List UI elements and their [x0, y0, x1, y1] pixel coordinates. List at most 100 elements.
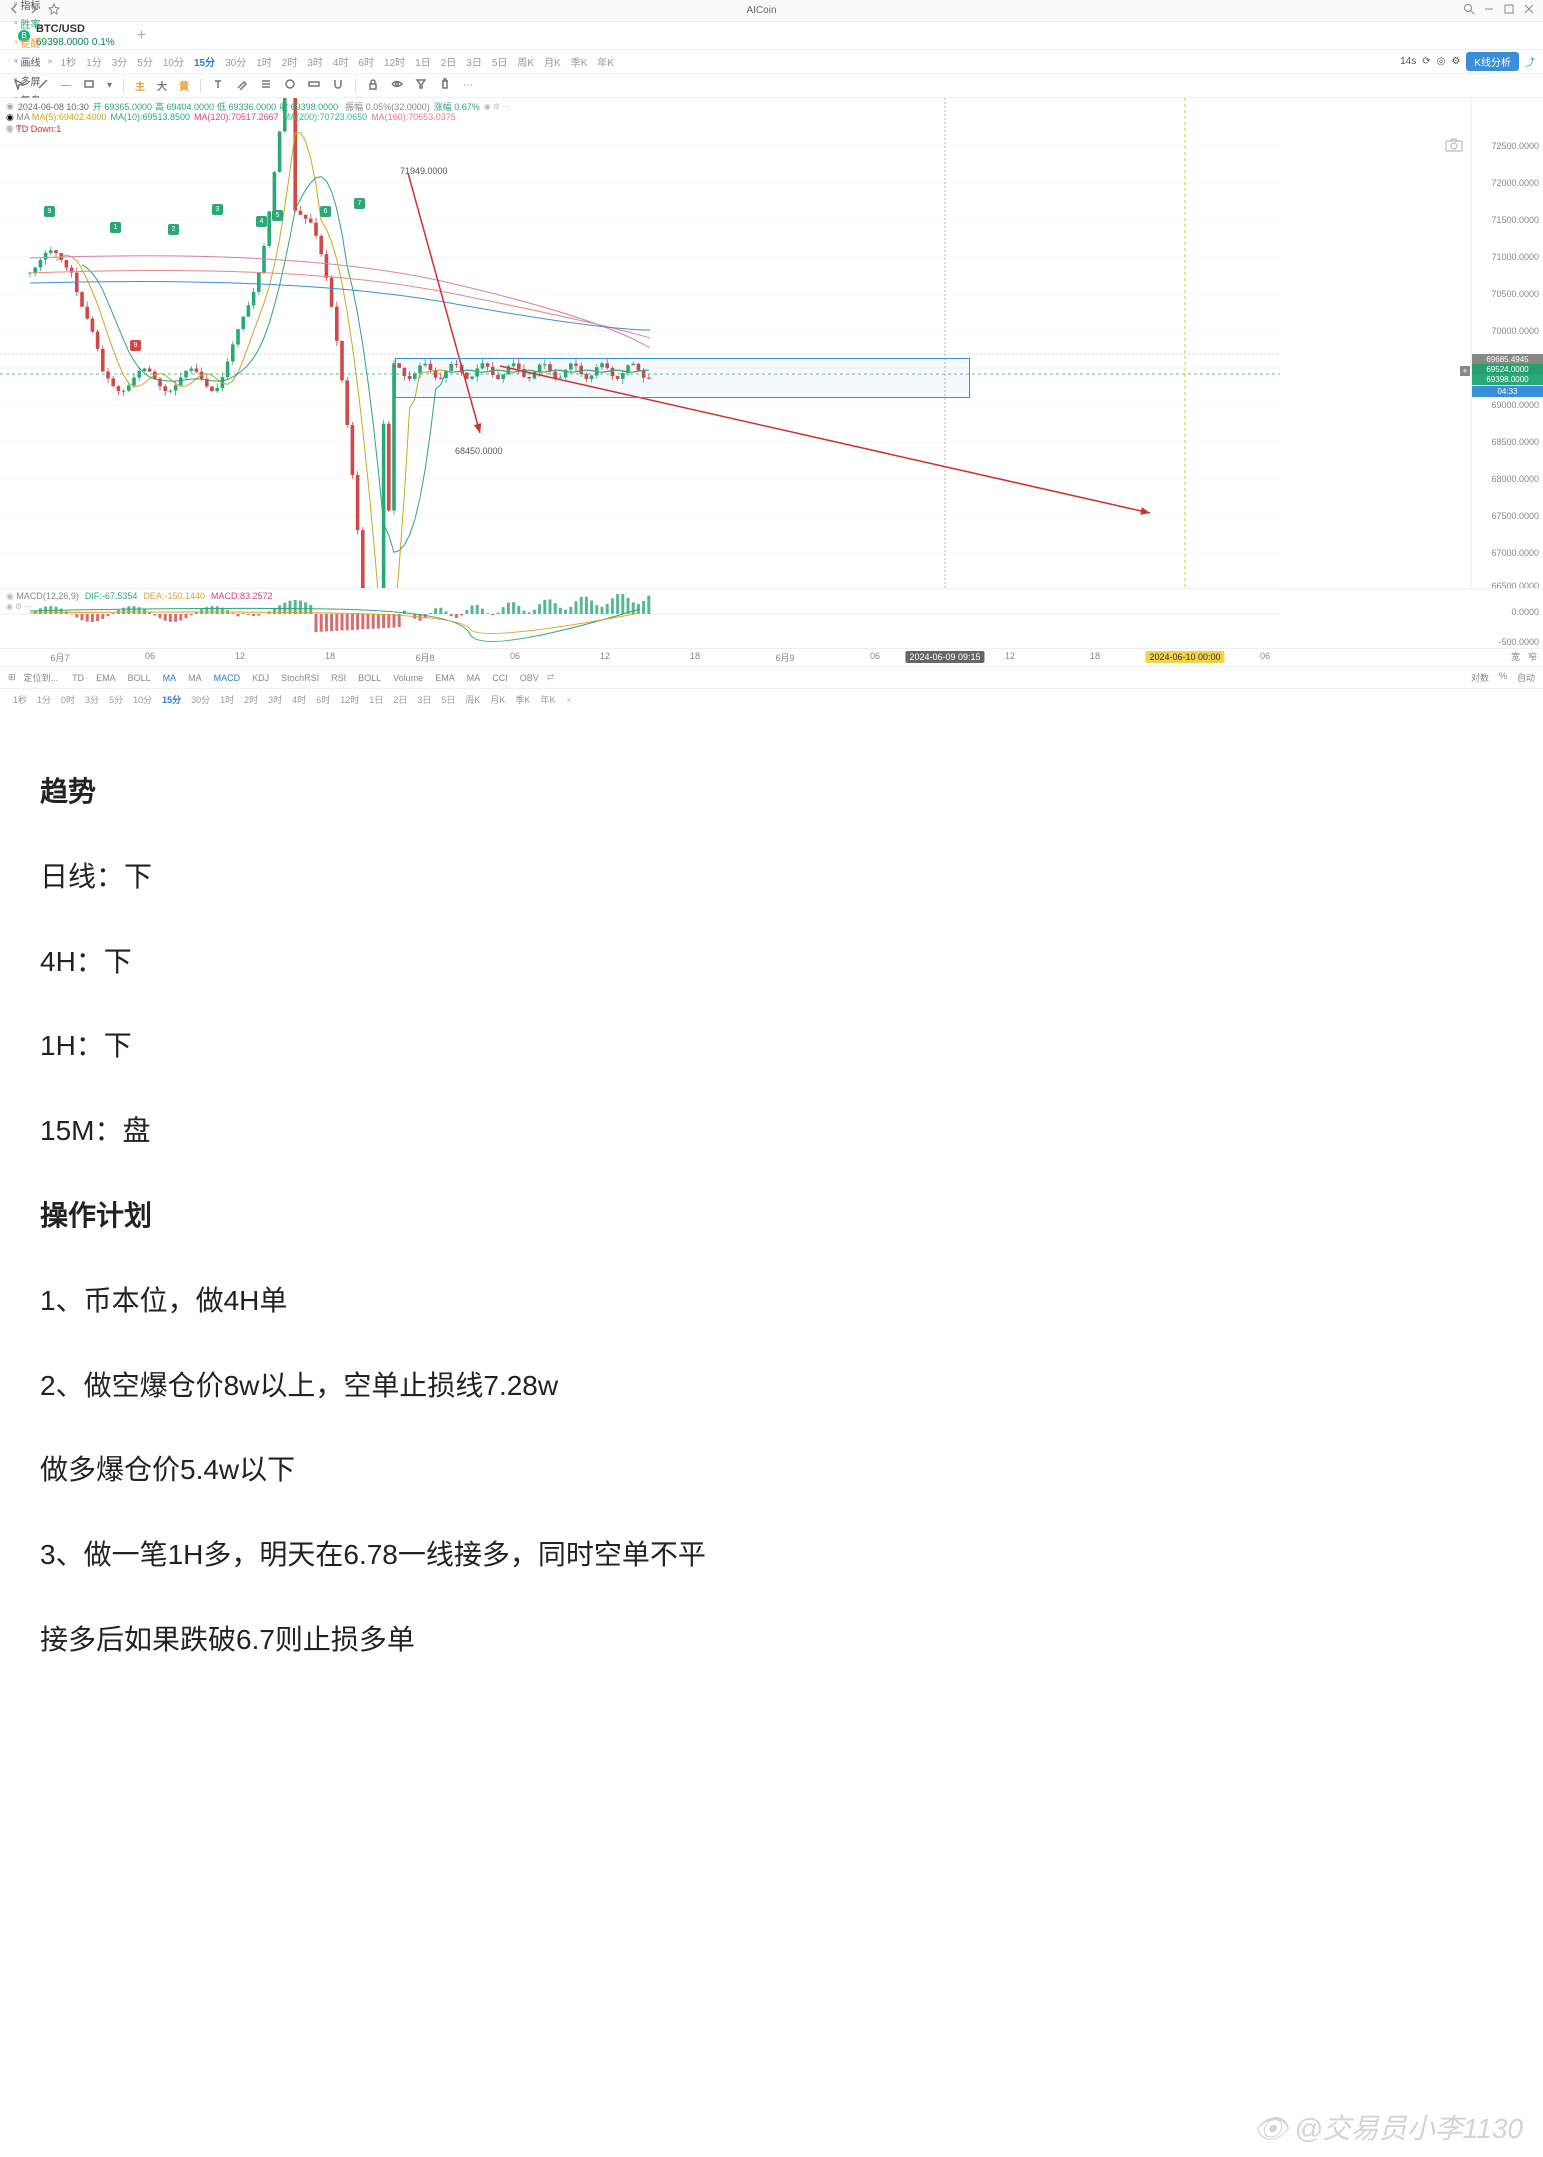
- indicator-option[interactable]: RSI: [325, 671, 352, 685]
- timeframe-option[interactable]: 10分: [158, 56, 189, 71]
- bottom-tf-option[interactable]: 年K: [535, 693, 560, 707]
- close-icon[interactable]: [1523, 3, 1535, 18]
- bottom-tf-option[interactable]: 15分: [157, 693, 186, 707]
- timeframe-option[interactable]: 1分: [81, 56, 107, 71]
- indicator-option[interactable]: EMA: [90, 671, 122, 685]
- text-tool-icon[interactable]: [207, 76, 229, 95]
- timeframe-option[interactable]: 3时: [302, 56, 328, 71]
- bottom-tf-option[interactable]: 季K: [510, 693, 535, 707]
- timeframe-option[interactable]: 周K: [512, 56, 539, 71]
- demand-zone-rect[interactable]: [395, 358, 970, 398]
- bottom-tf-option[interactable]: 4时: [287, 693, 311, 707]
- brush-tool-icon[interactable]: [231, 76, 253, 95]
- bottom-tf-option[interactable]: 6时: [311, 693, 335, 707]
- settings-icon[interactable]: ⚙: [1451, 56, 1460, 67]
- log-scale[interactable]: 对数: [1471, 671, 1489, 684]
- zoom-yellow[interactable]: 黄: [174, 76, 194, 95]
- bottom-tf-option[interactable]: 1分: [32, 693, 56, 707]
- toolbar-item[interactable]: ▫指标: [8, 0, 47, 14]
- goto-icon[interactable]: ⊞: [8, 672, 16, 683]
- width-narrow[interactable]: 窄: [1528, 650, 1537, 663]
- bottom-tf-option[interactable]: 10分: [128, 693, 157, 707]
- timeframe-option[interactable]: 15分: [189, 56, 220, 71]
- bottom-tf-option[interactable]: 0时: [56, 693, 80, 707]
- maximize-icon[interactable]: [1503, 3, 1515, 18]
- screenshot-icon[interactable]: [1445, 138, 1463, 157]
- indicator-option[interactable]: MACD: [208, 671, 247, 685]
- bottom-tf-option[interactable]: 3分: [80, 693, 104, 707]
- timeframe-option[interactable]: 季K: [566, 56, 593, 71]
- indicator-option[interactable]: MA: [157, 671, 183, 685]
- indicator-option[interactable]: BOLL: [122, 671, 157, 685]
- price-chart[interactable]: ◉ 2024-06-08 10:30 开 69365.0000高 69404.0…: [0, 98, 1543, 588]
- timeframe-option[interactable]: 年K: [592, 56, 619, 71]
- more-tool-icon[interactable]: ⋯: [458, 78, 478, 93]
- eye-icon[interactable]: ◉: [6, 112, 14, 122]
- timeframe-option[interactable]: 1秒: [56, 56, 82, 71]
- trash-tool-icon[interactable]: [434, 76, 456, 95]
- pct-scale[interactable]: %: [1499, 671, 1507, 684]
- timeframe-option[interactable]: 1时: [251, 56, 277, 71]
- zoom-main[interactable]: 主: [130, 76, 150, 95]
- bottom-tf-option[interactable]: 1时: [215, 693, 239, 707]
- refresh-icon[interactable]: ⟳: [1422, 56, 1430, 67]
- chevron-down-icon[interactable]: ▾: [102, 78, 117, 93]
- star-icon[interactable]: [48, 3, 60, 18]
- hline-tool-icon[interactable]: —: [56, 78, 76, 93]
- eye-icon[interactable]: ◉: [6, 124, 14, 134]
- indicator-option[interactable]: CCI: [486, 671, 514, 685]
- timeframe-option[interactable]: 4时: [328, 56, 354, 71]
- indicator-option[interactable]: BOLL: [352, 671, 387, 685]
- bottom-tf-option[interactable]: 3日: [412, 693, 436, 707]
- bottom-tf-option[interactable]: 5分: [104, 693, 128, 707]
- timeframe-option[interactable]: 12时: [379, 56, 410, 71]
- lock-tool-icon[interactable]: [362, 76, 384, 95]
- timeframe-option[interactable]: 1日: [410, 56, 436, 71]
- auto-scale[interactable]: 自动: [1517, 671, 1535, 684]
- indicator-option[interactable]: EMA: [429, 671, 461, 685]
- timeframe-option[interactable]: 6时: [353, 56, 379, 71]
- timeframe-option[interactable]: 5日: [487, 56, 513, 71]
- bottom-tf-option[interactable]: 1日: [364, 693, 388, 707]
- bottom-tf-option[interactable]: 1秒: [8, 693, 32, 707]
- eye-icon[interactable]: ◉: [6, 101, 14, 112]
- indicator-option[interactable]: TD: [66, 671, 90, 685]
- timeframe-option[interactable]: 5分: [132, 56, 158, 71]
- timeframe-option[interactable]: 2日: [436, 56, 462, 71]
- bottom-tf-option[interactable]: 30分: [186, 693, 215, 707]
- bottom-tf-option[interactable]: 5日: [436, 693, 460, 707]
- price-axis[interactable]: 72500.000072000.000071500.000071000.0000…: [1471, 98, 1543, 588]
- target-icon[interactable]: ◎: [1437, 56, 1446, 67]
- width-wide[interactable]: 宽: [1511, 650, 1520, 663]
- line-tool-icon[interactable]: [32, 76, 54, 95]
- minimize-icon[interactable]: [1483, 3, 1495, 18]
- rect-tool-icon[interactable]: [78, 76, 100, 95]
- bottom-tf-option[interactable]: 周K: [460, 693, 485, 707]
- search-icon[interactable]: [1463, 3, 1475, 18]
- timeframe-option[interactable]: 2时: [277, 56, 303, 71]
- time-axis[interactable]: 6月70612186月80612186月9062024-06-09 09:151…: [0, 648, 1543, 666]
- share-icon[interactable]: ⤴: [1525, 54, 1535, 69]
- fib-tool-icon[interactable]: [255, 76, 277, 95]
- kline-analysis-button[interactable]: K线分析: [1466, 52, 1519, 71]
- eye-icon[interactable]: ◉: [6, 591, 14, 601]
- bottom-tf-option[interactable]: 12时: [335, 693, 364, 707]
- timeframe-option[interactable]: 30分: [220, 56, 251, 71]
- indicator-option[interactable]: StochRSI: [275, 671, 325, 685]
- eye-tool-icon[interactable]: [386, 76, 408, 95]
- timeframe-option[interactable]: 3日: [461, 56, 487, 71]
- toolbar-item[interactable]: ▫画线: [8, 52, 47, 71]
- shape-tool-icon[interactable]: [279, 76, 301, 95]
- add-tab-button[interactable]: +: [125, 27, 158, 45]
- indicator-option[interactable]: MA: [182, 671, 208, 685]
- bottom-tf-option[interactable]: 2日: [388, 693, 412, 707]
- macd-pane[interactable]: ◉ MACD(12,26,9)DIF:-67.5354DEA:-150.1440…: [0, 588, 1543, 648]
- cursor-tool-icon[interactable]: [8, 76, 30, 95]
- toolbar-item[interactable]: ▫提醒: [8, 33, 47, 52]
- timeframe-option[interactable]: 3分: [107, 56, 133, 71]
- bottom-tf-option[interactable]: 月K: [485, 693, 510, 707]
- more-indicators-icon[interactable]: ⇄: [547, 672, 555, 683]
- bottom-tf-option[interactable]: 2时: [239, 693, 263, 707]
- magnet-tool-icon[interactable]: [327, 76, 349, 95]
- timeframe-option[interactable]: 月K: [539, 56, 566, 71]
